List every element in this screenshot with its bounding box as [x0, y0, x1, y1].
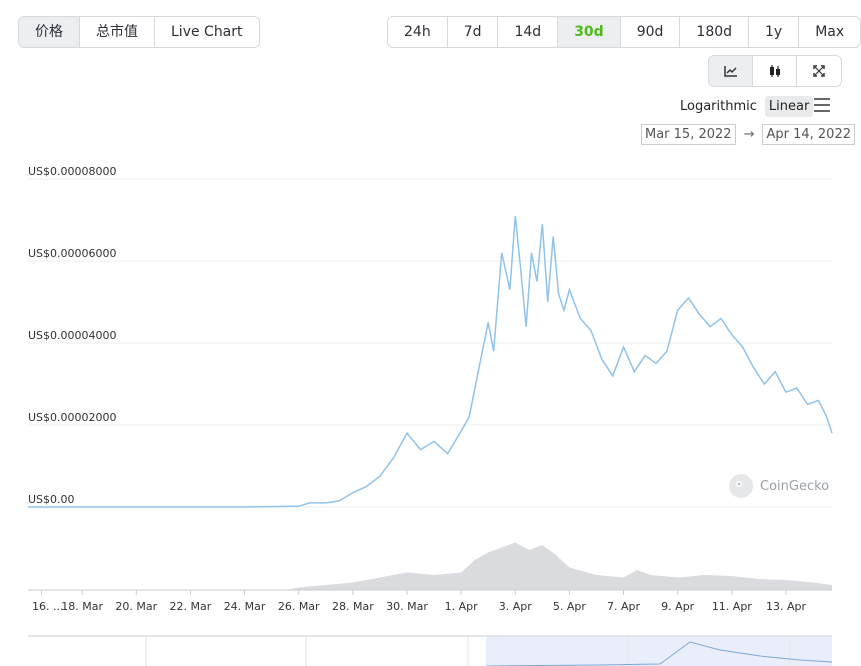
- volume-area: [28, 542, 832, 590]
- y-tick-label: US$0.00008000: [28, 165, 117, 178]
- range-button-30d[interactable]: 30d: [558, 17, 621, 47]
- watermark: CoinGecko: [728, 473, 829, 499]
- watermark-text: CoinGecko: [760, 478, 830, 494]
- candlestick-button[interactable]: [753, 56, 797, 86]
- x-tick-label: 1. Apr: [445, 600, 478, 613]
- x-tick-label: 3. Apr: [499, 600, 532, 613]
- chart-type-toolbar: [708, 55, 842, 87]
- navigator-selection: [486, 636, 832, 666]
- y-tick-label: US$0.00: [28, 493, 75, 506]
- y-tick-label: US$0.00006000: [28, 247, 117, 260]
- x-tick-label: 11. Apr: [712, 600, 752, 613]
- range-button-180d[interactable]: 180d: [680, 17, 750, 47]
- range-button-24h[interactable]: 24h: [388, 17, 448, 47]
- range-button-14d[interactable]: 14d: [498, 17, 559, 47]
- x-tick-label: 20. Mar: [115, 600, 157, 613]
- logarithmic-option[interactable]: Logarithmic: [680, 99, 757, 114]
- range-button-1y[interactable]: 1y: [749, 17, 800, 47]
- x-tick-label: 13. Apr: [766, 600, 806, 613]
- range-button-90d[interactable]: 90d: [621, 17, 681, 47]
- tab-1[interactable]: 总市值: [80, 17, 155, 47]
- date-from-input[interactable]: Mar 15, 2022: [641, 124, 736, 145]
- navigator-line: [485, 641, 833, 666]
- x-tick-label: 16. ...: [32, 600, 63, 613]
- x-tick-label: 30. Mar: [386, 600, 428, 613]
- y-tick-label: US$0.00002000: [28, 411, 117, 424]
- fullscreen-button[interactable]: [797, 56, 841, 86]
- scale-toggle: Logarithmic Linear: [676, 96, 814, 117]
- x-tick-label: 24. Mar: [224, 600, 266, 613]
- x-tick-label: 9. Apr: [661, 600, 694, 613]
- y-tick-label: US$0.00004000: [28, 329, 117, 342]
- coingecko-logo-icon: [729, 474, 753, 498]
- x-tick-label: 26. Mar: [278, 600, 320, 613]
- line-chart-icon: [723, 66, 737, 77]
- time-range-selector: 24h 7d 14d 30d 90d 180d 1y Max: [387, 16, 861, 48]
- range-button-7d[interactable]: 7d: [448, 17, 499, 47]
- date-range: Mar 15, 2022 → Apr 14, 2022: [641, 124, 855, 145]
- fullscreen-icon: [813, 65, 825, 77]
- arrow-right-icon: →: [743, 127, 755, 142]
- x-tick-label: 7. Apr: [607, 600, 640, 613]
- line-chart-button[interactable]: [709, 56, 753, 86]
- range-button-max[interactable]: Max: [815, 24, 845, 40]
- tab-0[interactable]: 价格: [19, 17, 80, 47]
- price-line: [28, 215, 833, 508]
- x-tick-label: 28. Mar: [332, 600, 374, 613]
- x-tick-label: 18. Mar: [61, 600, 103, 613]
- view-tabs: 价格 总市值 Live Chart: [18, 16, 260, 48]
- x-tick-label: 22. Mar: [170, 600, 212, 613]
- linear-option[interactable]: Linear: [764, 96, 814, 117]
- x-tick-label: 5. Apr: [553, 600, 586, 613]
- date-to-input[interactable]: Apr 14, 2022: [762, 124, 855, 145]
- tab-2[interactable]: Live Chart: [171, 24, 243, 40]
- hamburger-menu-icon[interactable]: [814, 98, 830, 116]
- candlestick-icon: [769, 65, 780, 77]
